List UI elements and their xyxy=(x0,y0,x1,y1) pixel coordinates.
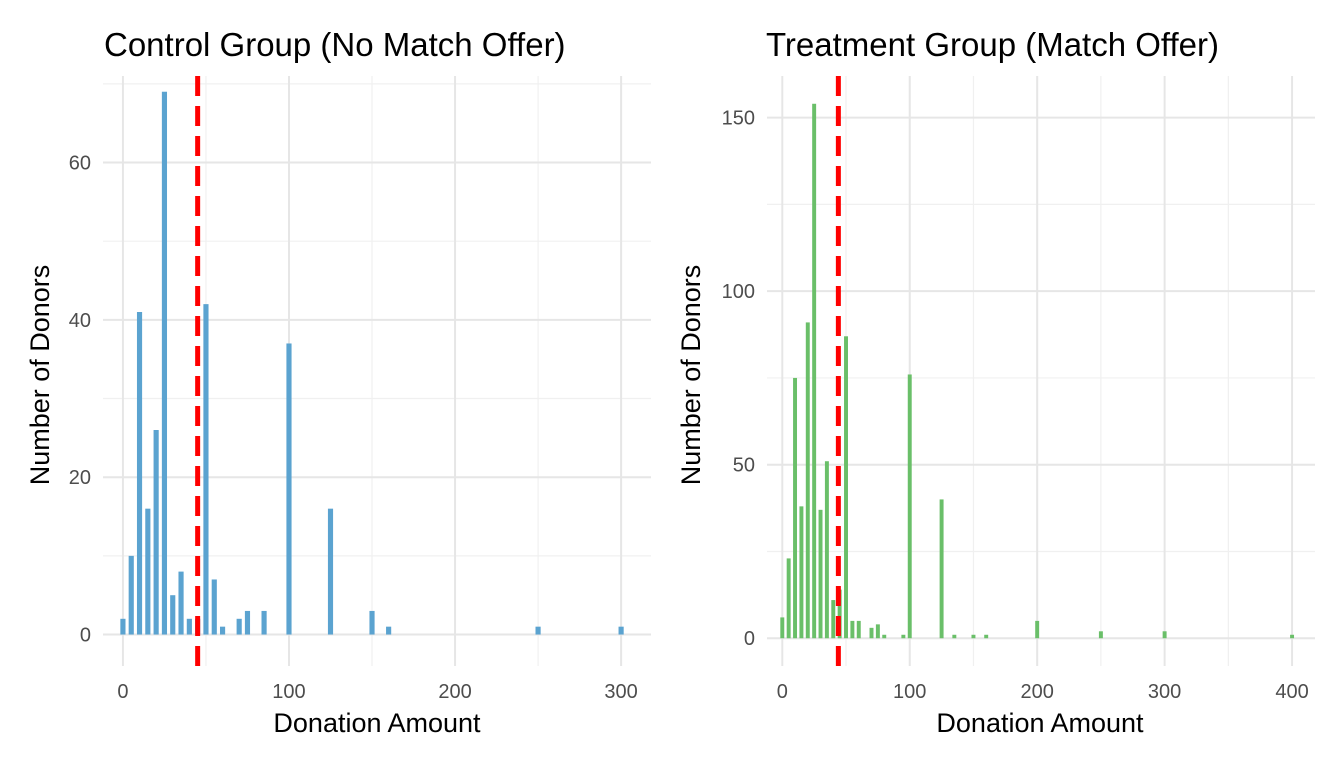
treatment-x-tick-label: 100 xyxy=(893,681,926,703)
treatment-bar xyxy=(939,499,944,639)
control-x-tick-label: 200 xyxy=(438,681,471,703)
treatment-bar xyxy=(824,461,829,639)
treatment-x-tick-label: 300 xyxy=(1148,681,1181,703)
treatment-bar xyxy=(971,634,976,639)
treatment-panel: Treatment Group (Match Offer) Donation A… xyxy=(676,26,1315,738)
control-x-tick-label: 0 xyxy=(117,681,128,703)
treatment-bar xyxy=(799,506,804,639)
control-bar xyxy=(244,610,251,635)
control-y-tick-label: 20 xyxy=(69,467,91,489)
treatment-x-tick-label: 0 xyxy=(777,681,788,703)
control-bar xyxy=(203,304,209,635)
control-bar xyxy=(128,555,134,635)
treatment-bar xyxy=(984,634,989,639)
control-x-tick-label: 300 xyxy=(604,681,637,703)
treatment-bar xyxy=(901,634,906,639)
treatment-bar xyxy=(831,600,836,639)
control-bar xyxy=(145,508,151,635)
control-panel-title: Control Group (No Match Offer) xyxy=(104,26,566,63)
treatment-gridlines xyxy=(767,76,1315,666)
treatment-bar xyxy=(1035,620,1040,639)
control-y-axis-title: Number of Donors xyxy=(25,265,55,486)
treatment-x-axis-title: Donation Amount xyxy=(936,708,1144,738)
treatment-bar xyxy=(875,624,880,639)
control-bar xyxy=(120,618,126,635)
control-panel: Control Group (No Match Offer) Donation … xyxy=(25,26,651,738)
control-x-tick-label: 100 xyxy=(272,681,305,703)
control-bar xyxy=(153,430,159,635)
treatment-bar xyxy=(805,322,810,639)
control-bar xyxy=(161,91,168,635)
control-bar xyxy=(170,595,176,635)
treatment-bar xyxy=(1162,631,1167,639)
control-bar xyxy=(286,343,292,635)
control-bar xyxy=(236,618,242,635)
treatment-bar xyxy=(837,589,842,639)
treatment-bar xyxy=(786,558,791,639)
control-bars xyxy=(120,91,624,635)
treatment-y-axis-title: Number of Donors xyxy=(676,265,706,486)
treatment-bar xyxy=(844,336,848,639)
control-bar xyxy=(219,626,226,635)
treatment-bar xyxy=(812,103,817,639)
treatment-x-tick-label: 200 xyxy=(1020,681,1053,703)
control-bar xyxy=(178,571,184,635)
treatment-bar xyxy=(780,617,785,639)
treatment-bar xyxy=(952,634,957,639)
control-bar xyxy=(211,579,217,635)
treatment-bar xyxy=(1290,634,1295,639)
control-y-tick-label: 60 xyxy=(69,153,91,175)
control-bar xyxy=(327,508,334,635)
treatment-bar xyxy=(856,620,861,639)
treatment-bar xyxy=(793,377,798,639)
control-bar xyxy=(535,626,541,635)
treatment-bar xyxy=(818,509,823,639)
treatment-y-tick-label: 0 xyxy=(744,628,755,650)
control-bar xyxy=(186,618,192,635)
treatment-bar xyxy=(1098,631,1103,639)
treatment-bar xyxy=(850,620,855,639)
treatment-x-tick-label: 400 xyxy=(1275,681,1308,703)
treatment-y-tick-label: 50 xyxy=(733,455,755,477)
treatment-panel-title: Treatment Group (Match Offer) xyxy=(766,26,1219,63)
control-x-axis-title: Donation Amount xyxy=(273,708,481,738)
treatment-bar xyxy=(907,374,912,639)
control-bar xyxy=(618,626,624,635)
control-bar xyxy=(386,626,392,635)
treatment-bars xyxy=(780,103,1295,639)
control-gridlines xyxy=(103,76,651,666)
control-bar xyxy=(369,610,375,635)
control-bar xyxy=(261,610,267,635)
control-y-tick-label: 40 xyxy=(69,310,91,332)
treatment-y-tick-label: 150 xyxy=(722,108,755,130)
treatment-y-tick-label: 100 xyxy=(722,281,755,303)
treatment-bar xyxy=(882,634,887,639)
control-bar xyxy=(136,312,143,635)
control-y-tick-label: 0 xyxy=(80,625,91,647)
treatment-bar xyxy=(869,627,874,639)
